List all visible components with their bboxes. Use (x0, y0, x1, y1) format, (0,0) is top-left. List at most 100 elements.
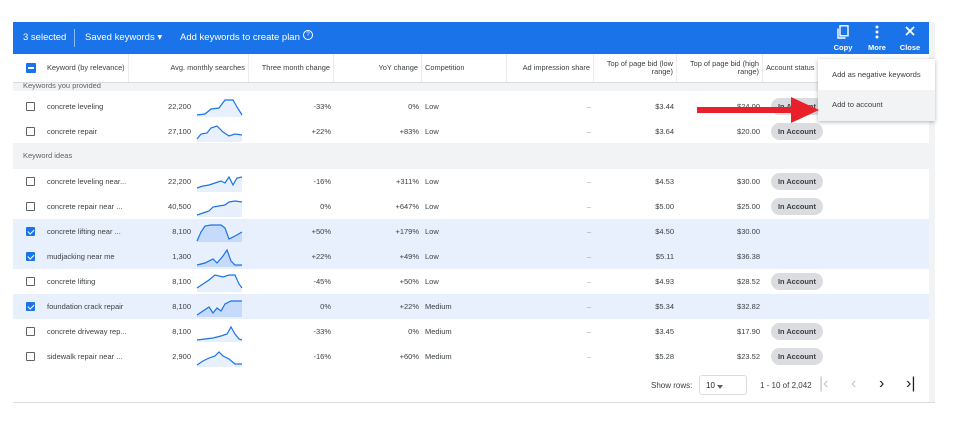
keyword-text: concrete repair (47, 127, 98, 136)
next-page-icon[interactable]: › (879, 375, 885, 392)
rows-per-page-select[interactable]: 10 (699, 375, 747, 395)
competition: Medium (425, 352, 452, 361)
keyword-text: concrete driveway rep... (47, 327, 127, 336)
menu-item-add-negative[interactable]: Add as negative keywords (832, 70, 921, 79)
col-keyword[interactable]: Keyword (by relevance) (47, 63, 125, 72)
table-row: concrete lifting 8,100 -45% +50% Low – $4.93 $2… (13, 269, 935, 295)
keyword-text: concrete leveling (47, 102, 104, 111)
table-row: mudjacking near me 1,300 +22% +49% Low – $5.11… (13, 244, 935, 270)
selected-count: 3 selected (23, 32, 67, 43)
account-status: In Account (771, 169, 841, 194)
chevron-down-icon: ▾ (157, 32, 163, 43)
yoy-change: +179% (395, 227, 419, 236)
row-checkbox[interactable] (26, 302, 35, 311)
keyword-ideas-panel: 3 selected Saved keywords ▾ Add keywords… (13, 22, 935, 403)
trend-sparkline (196, 175, 243, 192)
bid-high: $17.90 (737, 327, 760, 336)
bid-low: $4.93 (655, 277, 674, 286)
impression-share: – (586, 202, 591, 211)
col-three-month[interactable]: Three month change (248, 54, 333, 82)
copy-button[interactable]: Copy (828, 25, 858, 52)
bid-low: $4.53 (655, 177, 674, 186)
menu-hover-highlight (818, 90, 935, 121)
select-all-checkbox[interactable] (26, 63, 36, 73)
close-button[interactable]: Close (895, 25, 925, 52)
trend-sparkline (196, 248, 242, 267)
yoy-change: +311% (395, 177, 419, 186)
close-label: Close (899, 43, 921, 52)
row-checkbox[interactable] (26, 102, 35, 111)
col-account-status[interactable]: Account status (762, 54, 832, 82)
row-checkbox[interactable] (26, 327, 35, 336)
first-page-icon[interactable]: |‹ (819, 375, 829, 392)
bid-high: $20.00 (737, 127, 760, 136)
competition: Low (425, 252, 439, 261)
scrollbar[interactable] (929, 22, 935, 402)
row-checkbox[interactable] (26, 352, 35, 361)
account-status: In Account (771, 269, 841, 294)
prev-page-icon[interactable]: ‹ (851, 375, 857, 392)
trend-sparkline (196, 200, 243, 217)
trend-sparkline (196, 99, 243, 117)
impression-share: – (586, 102, 591, 111)
trend-sparkline (196, 125, 243, 142)
status-badge: In Account (771, 273, 823, 290)
status-badge: In Account (771, 123, 823, 140)
col-bid-high[interactable]: Top of page bid (high range) (676, 54, 762, 82)
trend-sparkline (196, 325, 243, 342)
trend-sparkline (196, 274, 243, 292)
table-row: concrete repair 27,100 +22% +83% Low – $3.64 $2… (13, 119, 935, 145)
col-yoy[interactable]: YoY change (333, 54, 421, 82)
three-month-change: -33% (313, 327, 331, 336)
col-competition[interactable]: Competition (421, 54, 506, 82)
section-keywords-provided: Keywords you provided (13, 83, 935, 91)
three-month-change: +50% (311, 227, 331, 236)
keyword-text: sidewalk repair near ... (47, 352, 123, 361)
bid-high: $24.00 (737, 102, 760, 111)
row-checkbox[interactable] (26, 252, 35, 261)
more-button[interactable]: More (862, 25, 892, 52)
avg-searches: 8,100 (172, 327, 191, 336)
copy-icon (828, 25, 858, 42)
row-checkbox[interactable] (26, 127, 35, 136)
impression-share: – (586, 327, 591, 336)
three-month-change: -33% (313, 102, 331, 111)
avg-searches: 8,100 (172, 302, 191, 311)
row-checkbox[interactable] (26, 202, 35, 211)
yoy-change: 0% (408, 327, 419, 336)
impression-share: – (586, 127, 591, 136)
help-icon[interactable]: ? (303, 30, 313, 40)
col-bid-low[interactable]: Top of page bid (low range) (593, 54, 676, 82)
col-avg-monthly[interactable]: Avg. monthly searches (128, 54, 248, 82)
impression-share: – (586, 352, 591, 361)
add-keywords-to-plan-button[interactable]: Add keywords to create plan (180, 32, 300, 43)
yoy-change: +22% (399, 302, 419, 311)
more-label: More (868, 43, 886, 52)
last-page-icon[interactable]: ›| (906, 375, 916, 392)
row-checkbox[interactable] (26, 227, 35, 236)
avg-searches: 8,100 (172, 277, 191, 286)
keyword-text: foundation crack repair (47, 302, 124, 311)
account-status: In Account (771, 119, 841, 144)
menu-item-add-to-account[interactable]: Add to account (832, 100, 883, 109)
more-menu: Add as negative keywords Add to account (818, 59, 935, 121)
competition: Low (425, 227, 439, 236)
competition: Low (425, 127, 439, 136)
table-header: Keyword (by relevance) Avg. monthly sear… (13, 54, 935, 83)
col-impression[interactable]: Ad impression share (506, 54, 593, 82)
saved-keywords-dropdown[interactable]: Saved keywords ▾ (85, 32, 163, 43)
status-badge: In Account (771, 323, 823, 340)
row-checkbox[interactable] (26, 177, 35, 186)
row-checkbox[interactable] (26, 277, 35, 286)
table-row: concrete repair near ... 40,500 0% +647% Low… (13, 194, 935, 220)
impression-share: – (586, 177, 591, 186)
table-row: sidewalk repair near ... 2,900 -16% +60% Med… (13, 344, 935, 370)
impression-share: – (586, 277, 591, 286)
table-row: concrete leveling near... 22,200 -16% +311%… (13, 169, 935, 195)
three-month-change: 0% (320, 202, 331, 211)
keyword-text: concrete lifting (47, 277, 96, 286)
table-row: concrete driveway rep... 8,100 -33% 0% Mediu… (13, 319, 935, 345)
bid-high: $32.82 (737, 302, 760, 311)
competition: Medium (425, 302, 452, 311)
account-status: In Account (771, 319, 841, 344)
